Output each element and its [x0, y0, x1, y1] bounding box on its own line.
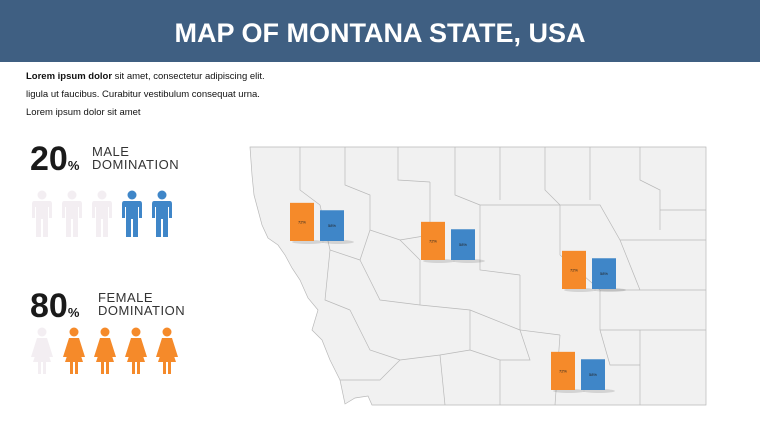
bar-label: 58% [459, 242, 467, 247]
stat-label: MALE DOMINATION [92, 145, 179, 171]
stat-number: 80 [30, 287, 68, 325]
intro: Lorem ipsum dolor sit amet, consectetur … [26, 68, 265, 122]
icon [63, 327, 85, 374]
icon [125, 327, 147, 374]
markers: 72% 58% 72% 58% 72% 58% 72% 58% [290, 202, 626, 393]
bar [320, 210, 344, 241]
icon [31, 327, 53, 374]
bar-label: 58% [600, 271, 608, 276]
bar [551, 351, 575, 390]
stat-value: 20% [30, 140, 79, 179]
stat-label-line: DOMINATION [98, 303, 186, 318]
stat-label: FEMALE DOMINATION [98, 291, 185, 317]
bar [290, 202, 314, 241]
bar [421, 221, 445, 260]
icon [156, 327, 178, 374]
header-title: MAP OF MONTANA STATE, USA [0, 0, 760, 62]
icon [92, 190, 112, 237]
montana-map [249, 146, 707, 406]
intro-text: sit amet, consectetur adipiscing elit. [112, 71, 265, 82]
stat-label-line: MALE [92, 144, 130, 159]
stat-number: 20 [30, 140, 68, 178]
stat-unit: % [67, 305, 80, 320]
bar-label: 72% [429, 238, 437, 243]
stat-value: 80% [30, 287, 79, 326]
stat-label-line: DOMINATION [92, 157, 180, 172]
icon [94, 327, 116, 374]
bar-label: 72% [559, 368, 567, 373]
bar-label: 58% [328, 223, 336, 228]
icon [32, 190, 52, 237]
intro-text: ligula ut faucibus. Curabitur vestibulum… [26, 89, 260, 100]
intro-line: Lorem ipsum dolor sit amet, consectetur … [26, 68, 265, 86]
bar-label: 58% [589, 372, 597, 377]
bar-label: 72% [570, 267, 578, 272]
bar [451, 229, 475, 260]
bar-label: 72% [298, 219, 306, 224]
county-lines [299, 147, 706, 406]
stat-unit: % [67, 158, 80, 173]
icon [152, 190, 172, 237]
bar [562, 250, 586, 289]
icon [122, 190, 142, 237]
icon [62, 190, 82, 237]
male-icons [32, 190, 172, 237]
bar [581, 359, 605, 390]
female-icons [31, 327, 178, 374]
bar [592, 258, 616, 289]
intro-text: Lorem ipsum dolor sit amet [26, 107, 141, 118]
state-outline [249, 146, 707, 406]
intro-bold: Lorem ipsum dolor [26, 71, 113, 82]
stat-label-line: FEMALE [98, 290, 154, 305]
